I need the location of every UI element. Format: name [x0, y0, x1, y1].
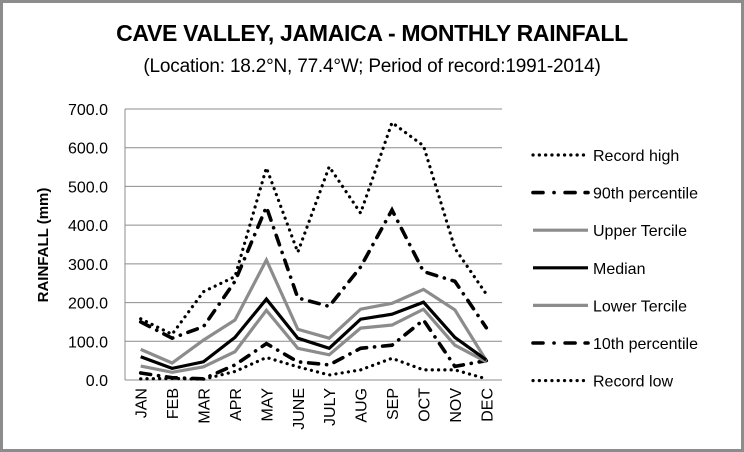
- x-tick-label-nov: NOV: [448, 388, 465, 423]
- series-line-lower-tercile: [140, 307, 488, 374]
- chart-subtitle: (Location: 18.2°N, 77.4°W; Period of rec…: [143, 56, 601, 77]
- legend-item-10th-percentile: 10th percentile: [531, 336, 698, 353]
- series-lines: [138, 120, 489, 381]
- legend-item-record-low: Record low: [531, 374, 673, 391]
- y-tick-labels: 0.0 100.0 200.0 300.0 400.0 500.0 600.0 700.0: [68, 102, 108, 390]
- y-tick-label: 100.0: [68, 334, 108, 351]
- x-tick-label-jan: JAN: [134, 388, 151, 418]
- series-line-90th-percentile: [138, 201, 489, 341]
- x-tick-label-june: JUNE: [291, 388, 308, 430]
- series-line-median: [140, 296, 488, 371]
- y-tick-label: 300.0: [68, 257, 108, 274]
- legend: Record high 90th percentile Upper Tercile M…: [531, 148, 698, 391]
- y-tick-label: 600.0: [68, 141, 108, 158]
- x-tick-labels: JAN FEB MAR APR MAY JUNE JULY AUG SEP OCT NOV DEC: [134, 388, 497, 430]
- y-tick-label: 0.0: [86, 373, 108, 390]
- legend-item-upper-tercile: Upper Tercile: [533, 223, 687, 240]
- x-tick-label-oct: OCT: [416, 388, 433, 422]
- legend-item-median: Median: [533, 261, 645, 278]
- y-tick-label: 200.0: [68, 296, 108, 313]
- x-tick-label-apr: APR: [228, 388, 245, 421]
- series-line-record-high: [139, 120, 488, 337]
- y-tick-label: 700.0: [68, 102, 108, 119]
- x-tick-label-sep: SEP: [385, 388, 402, 420]
- x-tick-label-mar: MAR: [197, 388, 214, 424]
- x-tick-label-dec: DEC: [479, 388, 496, 422]
- x-tick-label-aug: AUG: [354, 388, 371, 423]
- x-tick-label-may: MAY: [259, 388, 276, 422]
- x-tick-label-july: JULY: [322, 388, 339, 426]
- legend-item-90th-percentile: 90th percentile: [531, 186, 698, 203]
- series-line-upper-tercile: [140, 256, 488, 365]
- x-tick-label-feb: FEB: [165, 388, 182, 419]
- legend-label: Record low: [593, 374, 673, 391]
- legend-item-lower-tercile: Lower Tercile: [533, 298, 687, 315]
- legend-label: Upper Tercile: [593, 223, 687, 240]
- legend-label: 10th percentile: [593, 336, 698, 353]
- legend-label: 90th percentile: [593, 186, 698, 203]
- series-line-record-low: [139, 355, 488, 381]
- legend-item-record-high: Record high: [531, 148, 679, 165]
- legend-label: Median: [593, 261, 645, 278]
- y-tick-label: 400.0: [68, 218, 108, 235]
- chart-title: CAVE VALLEY, JAMAICA - MONTHLY RAINFALL: [116, 20, 628, 46]
- legend-label: Record high: [593, 148, 679, 165]
- y-axis-title: RAINFALL (mm): [35, 188, 52, 303]
- gridlines: [124, 108, 502, 381]
- legend-label: Lower Tercile: [593, 298, 687, 315]
- y-tick-label: 500.0: [68, 179, 108, 196]
